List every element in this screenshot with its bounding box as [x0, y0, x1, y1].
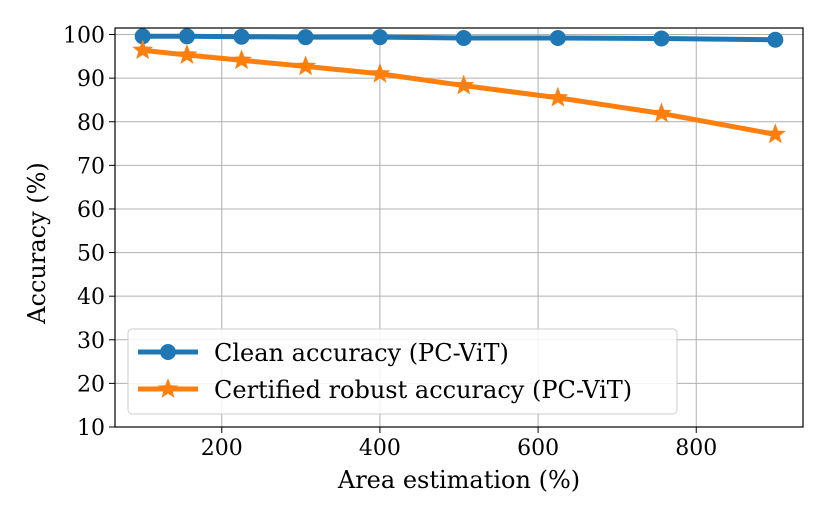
y-tick-label: 60 [77, 198, 105, 223]
data-point [455, 30, 472, 47]
legend: Clean accuracy (PC-ViT) Certified robust… [127, 328, 678, 415]
ticks: 200 400 600 800 10 20 30 40 50 60 70 80 90 100 [63, 24, 717, 461]
legend-frame [127, 328, 678, 415]
legend-label-certified: Certified robust accuracy (PC-ViT) [214, 376, 632, 404]
x-tick-label: 800 [675, 436, 717, 461]
data-point [764, 123, 786, 144]
legend-marker [157, 378, 179, 398]
x-axis-label: Area estimation (%) [337, 466, 580, 494]
data-point [297, 29, 314, 46]
data-point [369, 62, 391, 83]
y-tick-label: 30 [77, 329, 105, 354]
y-tick-label: 70 [77, 154, 105, 179]
series-layer [132, 28, 786, 144]
data-point [653, 30, 670, 47]
x-tick-label: 200 [201, 436, 243, 461]
y-axis-label: Accuracy (%) [23, 162, 51, 325]
data-point [134, 28, 151, 45]
y-tick-label: 10 [77, 416, 105, 441]
data-point [453, 74, 475, 95]
x-tick-label: 400 [359, 436, 401, 461]
y-tick-label: 90 [77, 67, 105, 92]
data-point [549, 30, 566, 47]
data-point [176, 44, 198, 64]
data-point [295, 55, 317, 76]
y-tick-label: 40 [77, 285, 105, 310]
y-tick-label: 80 [77, 111, 105, 136]
y-tick-label: 100 [63, 24, 105, 49]
data-point [547, 86, 569, 107]
data-point [132, 39, 154, 60]
data-point [371, 29, 388, 46]
data-point [767, 31, 784, 48]
y-tick-label: 20 [77, 372, 105, 397]
data-point [231, 49, 252, 70]
data-point [178, 28, 195, 45]
legend-marker [160, 344, 176, 360]
y-tick-label: 50 [77, 242, 105, 267]
plot-frame [114, 27, 804, 428]
legend-label-clean: Clean accuracy (PC-ViT) [214, 339, 509, 367]
x-tick-label: 600 [517, 436, 559, 461]
legend-handle-clean [138, 344, 198, 360]
data-point [233, 28, 250, 45]
series-clean [134, 28, 784, 48]
series-certified [132, 39, 786, 144]
legend-handle-certified [138, 378, 198, 398]
data-point [650, 102, 672, 123]
